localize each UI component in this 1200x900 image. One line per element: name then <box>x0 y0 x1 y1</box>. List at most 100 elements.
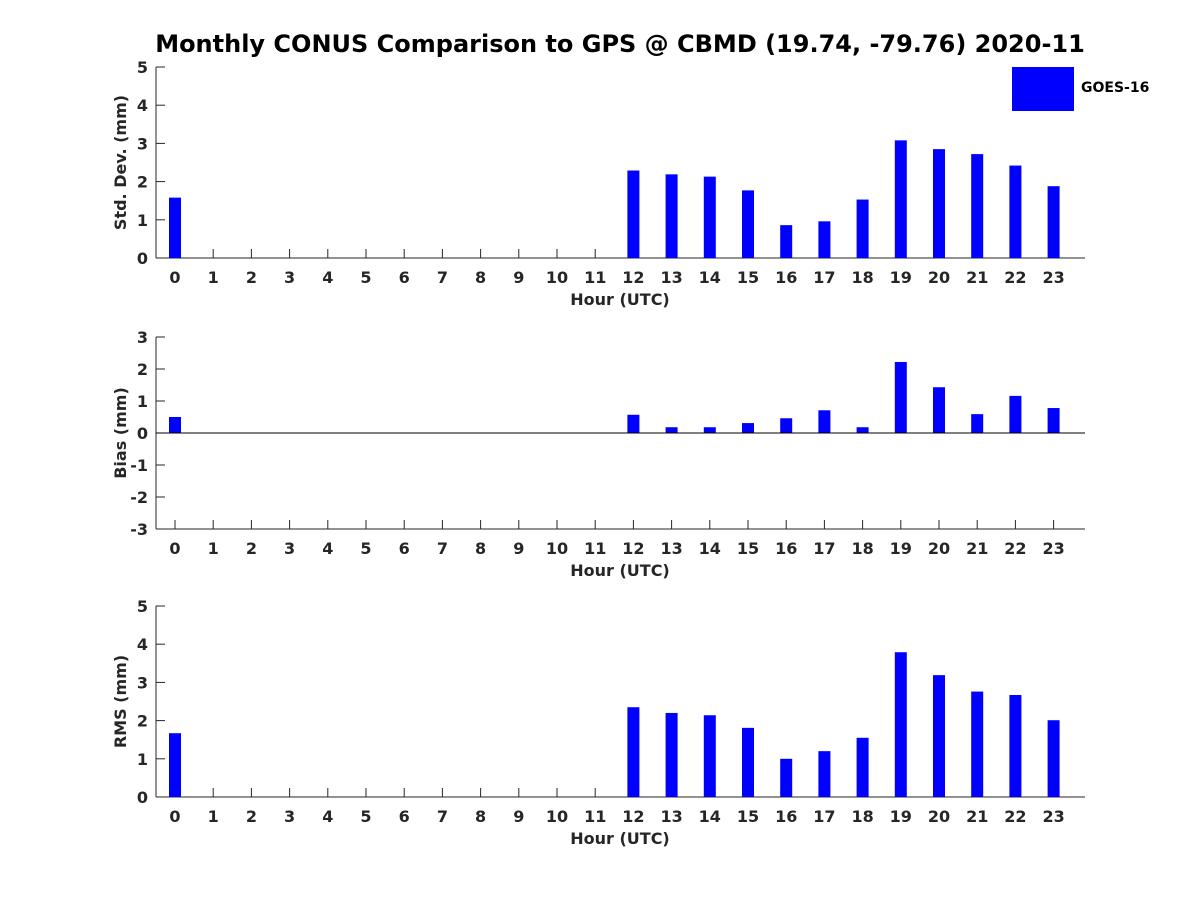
panel3-xtick-label: 21 <box>966 807 988 826</box>
panel3-ytick-label: 4 <box>137 635 148 654</box>
panel2-xtick-label: 12 <box>622 539 644 558</box>
panel1-xtick-label: 23 <box>1042 268 1064 287</box>
panel2-xtick-label: 2 <box>246 539 257 558</box>
panel2-xtick-label: 11 <box>584 539 606 558</box>
panel1-xtick-label: 18 <box>851 268 873 287</box>
panel2-bar <box>894 361 907 433</box>
panel1-xtick-label: 6 <box>399 268 410 287</box>
panel3-bar <box>818 751 831 797</box>
panel2-xtick-label: 17 <box>813 539 835 558</box>
legend: GOES-16 <box>1012 66 1172 112</box>
panel1-bar <box>933 149 945 258</box>
panel1-xtick-label: 11 <box>584 268 606 287</box>
panel3-xtick-label: 6 <box>399 807 410 826</box>
panel1-xtick-label: 17 <box>813 268 835 287</box>
panel1-xtick-label: 12 <box>622 268 644 287</box>
panel1-bar <box>665 174 678 258</box>
panel1-xtick-label: 21 <box>966 268 988 287</box>
panel3-ytick-label: 2 <box>137 712 148 731</box>
panel3-xtick-label: 8 <box>475 807 486 826</box>
panel2-xtick-label: 6 <box>399 539 410 558</box>
panel3-xtick-label: 16 <box>775 807 797 826</box>
panel3-bar <box>1009 695 1022 797</box>
panel1-bar <box>1009 165 1022 258</box>
panel3-xtick-label: 2 <box>246 807 257 826</box>
panel3-xtick-label: 17 <box>813 807 835 826</box>
panel2-xtick-label: 0 <box>169 539 180 558</box>
panel3-xtick-label: 23 <box>1042 807 1064 826</box>
panel3-xtick-label: 14 <box>699 807 721 826</box>
panel2-xtick-label: 9 <box>513 539 524 558</box>
panel3-xlabel: Hour (UTC) <box>570 829 670 848</box>
panel3-ytick-label: 0 <box>137 788 148 807</box>
panel1-bar <box>818 221 831 258</box>
panel3-ytick-label: 5 <box>137 597 148 616</box>
panel3-xtick-label: 4 <box>322 807 333 826</box>
panel1-bar <box>169 197 181 258</box>
panel1-xlabel: Hour (UTC) <box>570 290 670 309</box>
panel1-bar <box>780 225 793 258</box>
panel3-bar <box>933 675 945 797</box>
panel3-xtick-label: 13 <box>660 807 682 826</box>
panel3-xtick-label: 3 <box>284 807 295 826</box>
panel1-ytick-label: 3 <box>137 134 148 153</box>
panel2-xtick-label: 1 <box>208 539 219 558</box>
panel1-xtick-label: 10 <box>546 268 568 287</box>
panel1-xtick-label: 14 <box>699 268 721 287</box>
panel1-xtick-label: 8 <box>475 268 486 287</box>
panel3-bar <box>971 691 984 797</box>
panel2-bar <box>627 414 640 433</box>
panel3-xtick-label: 19 <box>890 807 912 826</box>
panel1-bar <box>742 190 754 258</box>
panel3-xtick-label: 11 <box>584 807 606 826</box>
panel3-xtick-label: 7 <box>437 807 448 826</box>
panel3-ylabel: RMS (mm) <box>111 655 130 748</box>
panel2-bar <box>169 417 181 433</box>
panel2-xtick-label: 16 <box>775 539 797 558</box>
panel3-bar <box>665 712 678 797</box>
panel3-xtick-label: 9 <box>513 807 524 826</box>
panel3-ytick-label: 3 <box>137 673 148 692</box>
panel2-bar <box>665 427 678 433</box>
panel1-xtick-label: 13 <box>660 268 682 287</box>
panel3-xtick-label: 10 <box>546 807 568 826</box>
panel1-xtick-label: 15 <box>737 268 759 287</box>
panel1-bar <box>627 170 640 258</box>
panel1-xtick-label: 1 <box>208 268 219 287</box>
panel2-ytick-label: -3 <box>130 520 148 539</box>
panel1-xtick-label: 16 <box>775 268 797 287</box>
panel2-xtick-label: 21 <box>966 539 988 558</box>
panel3-ytick-label: 1 <box>137 750 148 769</box>
panel2-xtick-label: 13 <box>660 539 682 558</box>
panel3-xtick-label: 1 <box>208 807 219 826</box>
panel2-bar <box>971 414 984 433</box>
panel2-bar <box>780 418 793 433</box>
panel1-xtick-label: 20 <box>928 268 950 287</box>
panel2-xtick-label: 5 <box>360 539 371 558</box>
panel3-bar <box>169 733 181 797</box>
panel3-bar <box>894 652 907 797</box>
panel2-xlabel: Hour (UTC) <box>570 561 670 580</box>
panel1-ytick-label: 2 <box>137 173 148 192</box>
panel2-xtick-label: 10 <box>546 539 568 558</box>
panel2-ytick-label: 0 <box>137 424 148 443</box>
panel1-xtick-label: 7 <box>437 268 448 287</box>
panel2-xtick-label: 3 <box>284 539 295 558</box>
panel1-ytick-label: 1 <box>137 211 148 230</box>
panel2-xtick-label: 18 <box>851 539 873 558</box>
panel1-xtick-label: 4 <box>322 268 333 287</box>
panel1-ytick-label: 0 <box>137 249 148 268</box>
panel1-bar <box>856 199 869 258</box>
panel2-xtick-label: 4 <box>322 539 333 558</box>
panel1-xtick-label: 19 <box>890 268 912 287</box>
panel2-ytick-label: -1 <box>130 456 148 475</box>
panel1-xtick-label: 3 <box>284 268 295 287</box>
panel3-xtick-label: 22 <box>1004 807 1026 826</box>
panel1-ylabel: Std. Dev. (mm) <box>111 95 130 230</box>
panel2-bar <box>742 423 754 433</box>
panel3-bar <box>742 727 754 797</box>
panel2-ytick-label: 2 <box>137 360 148 379</box>
panel3-xtick-label: 5 <box>360 807 371 826</box>
panel2-xtick-label: 19 <box>890 539 912 558</box>
